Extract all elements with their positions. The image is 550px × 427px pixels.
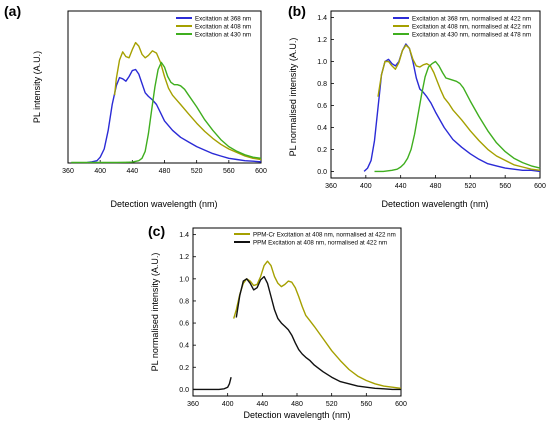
x-tick-label: 440 — [256, 401, 268, 408]
x-tick-label: 560 — [360, 401, 372, 408]
panel-b-xlabel: Detection wavelength (nm) — [381, 199, 488, 209]
x-tick-label: 440 — [395, 183, 407, 190]
y-tick-label: 0.4 — [317, 125, 327, 132]
x-tick-label: 400 — [360, 183, 372, 190]
legend-label: Excitation at 408 nm — [195, 23, 251, 30]
panel-c-series — [193, 260, 402, 391]
panel-b-legend: Excitation at 368 nm, normalised at 422 … — [393, 15, 531, 38]
y-tick-label: 1.4 — [179, 232, 189, 239]
x-tick-label: 600 — [395, 401, 407, 408]
panel-c-ylabel: PL normalised intensity (A.U.) — [150, 253, 160, 372]
y-tick-label: 1.2 — [179, 254, 189, 261]
series-line — [374, 60, 541, 173]
y-tick-label: 1.0 — [317, 59, 327, 66]
series-line — [233, 260, 402, 389]
panel-b-series — [363, 43, 541, 173]
series-line — [71, 61, 262, 164]
panel-c: (c) Detection wavelength (nm) PL normali… — [148, 223, 407, 420]
panel-a-label: (a) — [4, 3, 21, 19]
panel-a-series — [71, 41, 262, 164]
x-tick-label: 600 — [255, 168, 267, 175]
y-tick-label: 1.2 — [317, 37, 327, 44]
y-tick-label: 0.6 — [179, 321, 189, 328]
x-tick-label: 520 — [326, 401, 338, 408]
legend-label: PPM Excitation at 408 nm, normalised at … — [253, 239, 387, 246]
panel-a-ylabel: PL intensity (A.U.) — [32, 51, 42, 123]
y-tick-label: 1.0 — [179, 276, 189, 283]
x-tick-label: 560 — [223, 168, 235, 175]
legend-label: Excitation at 368 nm — [195, 15, 251, 22]
panel-a-xlabel: Detection wavelength (nm) — [110, 199, 217, 209]
legend-label: Excitation at 368 nm, normalised at 422 … — [412, 15, 531, 22]
y-tick-label: 0.2 — [179, 365, 189, 372]
x-tick-label: 600 — [534, 183, 546, 190]
series-line — [235, 275, 401, 391]
x-tick-label: 400 — [94, 168, 106, 175]
panel-c-ticks: 360 400 440 480 520 560 600 0.0 0.2 0.4 0.6 0.8 1.0 1… — [179, 232, 407, 408]
panel-b: (b) Detection wavelength (nm) PL normali… — [288, 3, 546, 209]
x-tick-label: 480 — [430, 183, 442, 190]
y-tick-label: 0.0 — [179, 387, 189, 394]
legend-label: PPM-Cr Excitation at 408 nm, normalised … — [253, 231, 396, 238]
panel-c-plot-frame — [192, 227, 402, 397]
panel-c-label: (c) — [148, 223, 165, 239]
y-tick-label: 1.4 — [317, 15, 327, 22]
series-line — [113, 41, 262, 161]
x-tick-label: 360 — [62, 168, 74, 175]
panel-b-ticks: 360 400 440 480 520 560 600 0.0 0.2 0.4 0.6 0.8 1.0 1… — [317, 15, 546, 190]
x-tick-label: 440 — [126, 168, 138, 175]
series-line — [193, 377, 232, 391]
legend-label: Excitation at 430 nm, normalised at 478 … — [412, 31, 531, 38]
panel-a: (a) Detection wavelength (nm) PL intensi… — [4, 3, 267, 209]
x-tick-label: 560 — [499, 183, 511, 190]
panel-b-label: (b) — [288, 3, 306, 19]
series-line — [87, 68, 262, 164]
panel-a-ticks: 360 400 440 480 520 560 600 — [62, 160, 267, 175]
x-tick-label: 520 — [464, 183, 476, 190]
series-line — [377, 44, 541, 171]
y-tick-label: 0.6 — [317, 103, 327, 110]
y-tick-label: 0.2 — [317, 147, 327, 154]
x-tick-label: 360 — [187, 401, 199, 408]
y-tick-label: 0.8 — [179, 298, 189, 305]
x-tick-label: 400 — [222, 401, 234, 408]
y-tick-label: 0.4 — [179, 343, 189, 350]
panel-b-ylabel: PL normalised intensity (A.U.) — [288, 38, 298, 157]
y-tick-label: 0.0 — [317, 169, 327, 176]
x-tick-label: 360 — [325, 183, 337, 190]
panel-c-xlabel: Detection wavelength (nm) — [243, 410, 350, 420]
legend-label: Excitation at 430 nm — [195, 31, 251, 38]
legend-label: Excitation at 408 nm, normalised at 422 … — [412, 23, 531, 30]
x-tick-label: 480 — [159, 168, 171, 175]
x-tick-label: 480 — [291, 401, 303, 408]
y-tick-label: 0.8 — [317, 81, 327, 88]
x-tick-label: 520 — [191, 168, 203, 175]
panel-c-legend: PPM-Cr Excitation at 408 nm, normalised … — [234, 231, 396, 246]
